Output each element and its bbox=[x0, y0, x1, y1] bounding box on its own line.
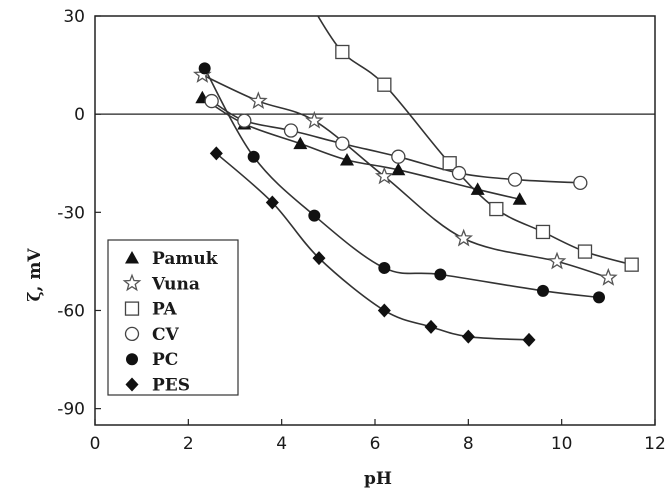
data-point-cv bbox=[283, 123, 299, 138]
data-point-pes bbox=[377, 303, 391, 318]
legend-label-pc: PC bbox=[152, 350, 178, 370]
y-tick-label: 30 bbox=[63, 7, 85, 27]
data-point-pa bbox=[535, 224, 551, 240]
series-line-vuna bbox=[201, 74, 609, 279]
data-point-cv bbox=[573, 175, 588, 191]
data-point-pc bbox=[537, 284, 549, 297]
data-point-pa bbox=[624, 257, 639, 272]
data-point-pamuk bbox=[512, 192, 527, 205]
data-point-cv bbox=[451, 165, 467, 181]
data-point-pes bbox=[265, 195, 279, 210]
legend-label-pa: PA bbox=[152, 300, 178, 320]
x-tick-label: 8 bbox=[463, 434, 474, 454]
data-point-vuna bbox=[248, 91, 268, 110]
y-tick-label: -60 bbox=[57, 301, 85, 321]
legend-box bbox=[107, 239, 239, 396]
legend-label-vuna: Vuna bbox=[151, 274, 200, 294]
data-point-vuna bbox=[374, 166, 394, 185]
series-line-pes bbox=[215, 152, 530, 341]
legend-marker-pa bbox=[124, 301, 140, 316]
data-point-pa bbox=[377, 77, 392, 92]
data-point-pes bbox=[522, 332, 536, 347]
data-point-cv bbox=[204, 93, 219, 109]
legend-label-pes: PES bbox=[152, 376, 190, 396]
data-point-pes bbox=[209, 146, 223, 161]
data-point-pc bbox=[378, 261, 391, 274]
y-tick-label: -90 bbox=[57, 400, 85, 420]
data-point-pamuk bbox=[391, 162, 406, 176]
x-tick-label: 2 bbox=[183, 434, 194, 454]
data-point-pc bbox=[593, 291, 605, 304]
legend-marker-cv bbox=[124, 326, 140, 342]
data-point-pes bbox=[424, 319, 438, 334]
y-tick-label: -30 bbox=[57, 203, 85, 223]
legend-label-pamuk: Pamuk bbox=[152, 249, 219, 269]
x-axis-title: pH bbox=[364, 469, 392, 489]
data-point-vuna bbox=[598, 267, 618, 286]
y-tick-label: 0 bbox=[74, 105, 85, 125]
data-point-pes bbox=[461, 329, 475, 344]
x-tick-label: 6 bbox=[370, 434, 381, 454]
data-point-pa bbox=[442, 156, 457, 171]
legend-label-cv: CV bbox=[152, 325, 180, 345]
data-point-pa bbox=[335, 44, 350, 60]
legend-marker-vuna bbox=[122, 273, 142, 292]
legend-marker-pamuk bbox=[125, 251, 139, 264]
x-tick-label: 12 bbox=[644, 434, 666, 454]
x-tick-label: 10 bbox=[551, 434, 573, 454]
data-point-pamuk bbox=[340, 152, 354, 166]
data-point-vuna bbox=[454, 228, 474, 247]
data-point-pa bbox=[577, 244, 593, 259]
data-point-pc bbox=[247, 150, 260, 163]
data-point-pes bbox=[312, 251, 326, 266]
x-tick-label: 4 bbox=[276, 434, 287, 454]
data-point-pamuk bbox=[470, 182, 485, 195]
x-tick-label: 0 bbox=[90, 434, 101, 454]
data-point-cv bbox=[391, 149, 406, 164]
series-line-pa bbox=[317, 16, 632, 266]
data-point-vuna bbox=[304, 110, 324, 129]
data-point-pamuk bbox=[293, 136, 308, 150]
y-axis-title: ζ, mV bbox=[25, 248, 45, 302]
legend-marker-pc bbox=[126, 353, 138, 366]
data-point-pa bbox=[489, 201, 504, 217]
data-point-vuna bbox=[547, 251, 567, 270]
data-point-pc bbox=[434, 268, 447, 281]
data-point-cv bbox=[507, 172, 523, 187]
data-point-pc bbox=[198, 62, 211, 75]
data-point-pc bbox=[308, 209, 321, 222]
data-point-cv bbox=[335, 136, 350, 151]
legend-marker-pes bbox=[125, 377, 139, 392]
data-point-cv bbox=[237, 113, 252, 128]
